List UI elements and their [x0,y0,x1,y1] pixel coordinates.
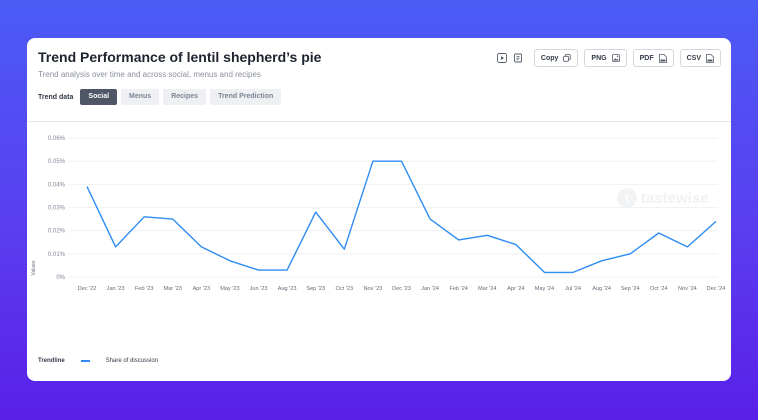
x-tick-label: Sep '24 [621,286,640,292]
legend-line-swatch [80,360,90,362]
x-tick-label: Sep '23 [306,286,325,292]
pdf-button[interactable]: PDF [632,49,674,67]
page-title: Trend Performance of lentil shepherd’s p… [38,49,322,65]
x-tick-label: Jan '23 [107,286,125,292]
play-icon[interactable] [496,52,509,65]
x-tick-label: Nov '24 [678,286,697,292]
y-tick-label: 0.05% [48,159,66,165]
trend-line-chart: t tastewise Values 0% 0.01% 0.02% 0.03% 0.04… [31,136,726,292]
data-point[interactable] [542,270,546,274]
x-tick-label: May '24 [535,286,554,292]
csv-button-label: CSV [686,54,701,62]
data-point[interactable] [685,245,689,249]
y-tick-label: 0.04% [48,182,66,188]
trend-data-tabs: Trend data Social Menus Recipes Trend Pr… [38,89,285,105]
data-point[interactable] [199,245,203,249]
data-point[interactable] [628,252,632,256]
y-tick-label: 0.01% [48,252,66,258]
data-point[interactable] [342,247,346,251]
copy-button-label: Copy [540,54,559,62]
csv-file-icon [706,53,714,63]
page-subtitle: Trend analysis over time and across soci… [38,70,261,79]
x-tick-label: Mar '23 [164,286,182,292]
x-tick-label: Oct '24 [650,286,668,292]
pdf-file-icon [658,53,667,63]
x-tick-label: Jul '24 [565,286,581,292]
image-export-icon[interactable] [512,52,525,65]
x-tick-label: Feb '24 [449,286,467,292]
x-tick-label: Apr '24 [507,286,525,292]
legend-series-name: Share of discussion [105,358,159,364]
y-tick-label: 0% [56,275,65,281]
data-point[interactable] [657,231,661,235]
data-point[interactable] [485,233,489,237]
x-tick-label: Aug '23 [278,286,297,292]
pdf-button-label: PDF [639,54,654,62]
data-point[interactable] [142,215,146,219]
tab-recipes[interactable]: Recipes [163,89,207,105]
png-button[interactable]: PNG [584,49,627,67]
x-tick-label: Aug '24 [592,286,611,292]
tabs-label: Trend data [38,93,74,101]
tab-menus[interactable]: Menus [121,89,160,105]
export-toolbar: Copy PNG PDF CSV [496,49,721,67]
data-point[interactable] [714,219,718,223]
x-tick-label: Jun '23 [250,286,268,292]
data-point[interactable] [456,238,460,242]
svg-text:t: t [625,193,629,205]
x-tick-label: Nov '23 [364,286,383,292]
data-point[interactable] [285,268,289,272]
y-tick-label: 0.06% [48,136,66,142]
y-tick-label: 0.02% [48,229,66,235]
x-tick-label: Feb '23 [135,286,153,292]
series-line-share-of-discussion[interactable] [86,160,717,274]
data-point[interactable] [514,242,518,246]
tab-trend-prediction[interactable]: Trend Prediction [210,89,282,105]
tab-social[interactable]: Social [80,89,118,105]
y-axis-label: Values [31,260,37,275]
watermark-text: tastewise [641,190,709,207]
data-point[interactable] [571,270,575,274]
x-tick-label: Apr '23 [193,286,211,292]
data-point[interactable] [256,268,260,272]
y-tick-label: 0.03% [48,206,66,212]
x-tick-label: Dec '22 [78,286,97,292]
data-point[interactable] [599,259,603,263]
chart-card: Trend Performance of lentil shepherd’s p… [27,38,731,381]
x-tick-label: Dec '23 [392,286,411,292]
chart-legend: Trendline Share of discussion [38,358,158,364]
x-tick-label: May '23 [220,286,239,292]
data-point[interactable] [113,245,117,249]
data-point[interactable] [171,217,175,221]
data-point[interactable] [371,159,375,163]
legend-title: Trendline [38,358,65,364]
tastewise-watermark: t tastewise [617,188,709,208]
x-tick-label: Jan '24 [421,286,439,292]
x-tick-label: Mar '24 [478,286,496,292]
copy-button[interactable]: Copy [533,49,579,67]
csv-button[interactable]: CSV [679,49,721,67]
x-tick-label: Oct '23 [336,286,354,292]
data-point[interactable] [228,259,232,263]
copy-icon [563,54,572,62]
header-divider [27,121,731,122]
image-icon [611,54,620,62]
x-tick-label: Dec '24 [707,286,726,292]
data-point[interactable] [85,184,89,188]
data-point[interactable] [428,217,432,221]
data-point[interactable] [314,210,318,214]
data-point[interactable] [399,159,403,163]
png-button-label: PNG [591,54,607,62]
